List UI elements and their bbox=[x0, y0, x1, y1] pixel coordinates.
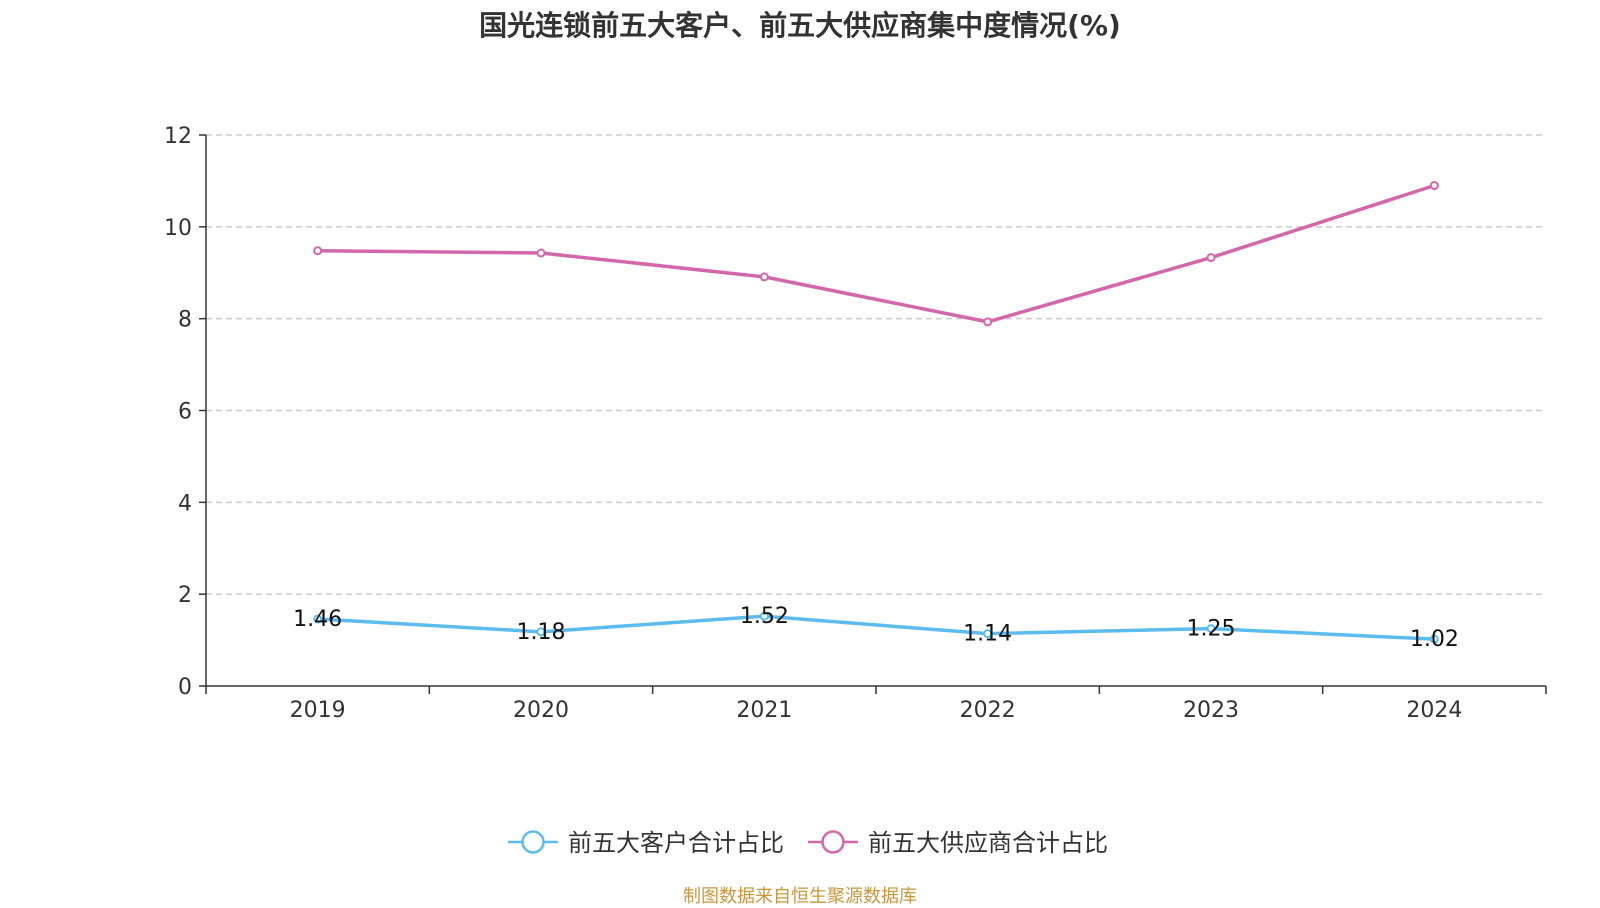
legend-label: 前五大供应商合计占比 bbox=[868, 829, 1108, 857]
x-tick-label: 2019 bbox=[290, 698, 346, 723]
axes: 0 2 4 6 8 10 12 2019 2020 2021 2022 2023 2024 bbox=[164, 124, 1547, 723]
grid-lines bbox=[206, 134, 1546, 595]
series-line-2 bbox=[317, 183, 1435, 324]
data-labels: 1.46 1.18 1.52 1.14 1.25 1.02 bbox=[293, 604, 1459, 652]
legend-marker-icon bbox=[521, 830, 545, 854]
data-label: 1.18 bbox=[517, 620, 566, 645]
data-point bbox=[759, 611, 769, 621]
series-line-1 bbox=[317, 614, 1435, 641]
data-label: 1.14 bbox=[963, 622, 1012, 647]
data-label: 1.52 bbox=[740, 604, 789, 629]
data-point bbox=[983, 317, 993, 327]
chart-title: 国光连锁前五大客户、前五大供应商集中度情况(%) bbox=[479, 9, 1121, 42]
data-point bbox=[1206, 624, 1216, 634]
x-tick-label: 2023 bbox=[1183, 698, 1239, 723]
y-tick-label: 10 bbox=[164, 216, 192, 241]
data-point bbox=[1429, 634, 1439, 644]
data-point bbox=[1206, 253, 1216, 263]
data-point bbox=[536, 627, 546, 637]
source-note: 制图数据来自恒生聚源数据库 bbox=[683, 886, 917, 907]
legend-item-1[interactable]: 前五大客户合计占比 bbox=[508, 829, 784, 857]
data-point bbox=[536, 248, 546, 258]
x-tick-label: 2022 bbox=[960, 698, 1016, 723]
data-point bbox=[313, 614, 323, 624]
legend-item-2[interactable]: 前五大供应商合计占比 bbox=[808, 829, 1108, 857]
y-tick-label: 4 bbox=[178, 491, 192, 516]
y-tick-label: 2 bbox=[178, 583, 192, 608]
data-point bbox=[983, 629, 993, 639]
data-point bbox=[1429, 181, 1439, 191]
legend: 前五大客户合计占比 前五大供应商合计占比 bbox=[508, 829, 1108, 857]
x-tick-label: 2020 bbox=[513, 698, 569, 723]
y-tick-label: 8 bbox=[178, 308, 192, 333]
y-tick-label: 12 bbox=[164, 124, 192, 149]
data-label: 1.02 bbox=[1410, 627, 1459, 652]
data-label: 1.46 bbox=[293, 607, 342, 632]
x-tick-label: 2021 bbox=[736, 698, 792, 723]
data-point bbox=[759, 272, 769, 282]
y-tick-label: 0 bbox=[178, 675, 192, 700]
y-tick-label: 6 bbox=[178, 400, 192, 425]
legend-label: 前五大客户合计占比 bbox=[568, 829, 784, 857]
series bbox=[313, 181, 1439, 644]
x-tick-label: 2024 bbox=[1406, 698, 1462, 723]
legend-marker-icon bbox=[821, 830, 845, 854]
data-label: 1.25 bbox=[1187, 617, 1236, 642]
data-point bbox=[313, 246, 323, 256]
